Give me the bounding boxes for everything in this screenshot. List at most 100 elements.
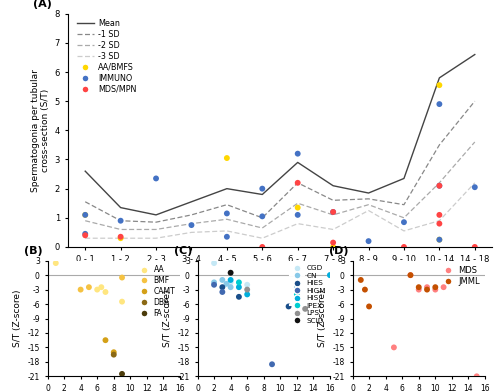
- Point: [415, 284, 423, 290]
- Point: [152, 175, 160, 181]
- Point: [218, 277, 226, 283]
- Point: [210, 281, 218, 288]
- Legend: CGD, CN, HIES, HIGM, HIS, IPEX, LPS, SCID: CGD, CN, HIES, HIGM, HIS, IPEX, LPS, SCI…: [289, 264, 327, 324]
- Point: [210, 260, 218, 266]
- Point: [243, 291, 251, 298]
- Point: [223, 234, 231, 240]
- Point: [210, 279, 218, 285]
- Point: [436, 221, 444, 227]
- Point: [81, 212, 89, 218]
- Point: [235, 294, 243, 300]
- Point: [326, 272, 334, 278]
- Point: [116, 218, 124, 224]
- Point: [85, 284, 93, 290]
- Point: [357, 277, 365, 283]
- Point: [258, 185, 266, 192]
- Point: [400, 244, 408, 250]
- Point: [364, 238, 372, 244]
- Point: [118, 274, 126, 281]
- Point: [218, 289, 226, 295]
- Point: [284, 303, 292, 310]
- Point: [218, 284, 226, 290]
- Point: [226, 284, 234, 290]
- Point: [436, 82, 444, 88]
- Point: [268, 361, 276, 367]
- Text: (B): (B): [24, 246, 42, 256]
- Point: [423, 287, 431, 293]
- Point: [326, 272, 334, 278]
- Point: [98, 284, 106, 290]
- Point: [222, 281, 230, 287]
- Point: [301, 306, 309, 312]
- Point: [365, 303, 373, 310]
- Point: [102, 289, 110, 295]
- Point: [118, 298, 126, 305]
- Point: [436, 236, 444, 243]
- Point: [110, 349, 118, 356]
- Point: [226, 277, 234, 283]
- Point: [329, 209, 337, 215]
- Point: [436, 236, 444, 243]
- Point: [226, 270, 234, 276]
- Y-axis label: S/T (Z-score): S/T (Z-score): [318, 290, 327, 347]
- Point: [329, 240, 337, 246]
- Point: [81, 231, 89, 237]
- Point: [293, 291, 301, 298]
- Point: [471, 184, 479, 191]
- Point: [436, 212, 444, 218]
- Point: [406, 272, 414, 278]
- Point: [415, 287, 423, 293]
- Text: (A): (A): [34, 0, 52, 9]
- Point: [293, 272, 301, 278]
- Point: [76, 287, 84, 293]
- Point: [110, 352, 118, 358]
- Point: [294, 205, 302, 211]
- Point: [436, 183, 444, 189]
- Text: (D): (D): [328, 246, 348, 256]
- Y-axis label: S/T (Z-score): S/T (Z-score): [13, 290, 22, 347]
- Point: [258, 213, 266, 220]
- Point: [423, 284, 431, 290]
- Point: [432, 284, 440, 290]
- Point: [436, 183, 444, 189]
- Point: [294, 212, 302, 218]
- Point: [400, 219, 408, 225]
- Point: [329, 209, 337, 215]
- Point: [243, 281, 251, 288]
- Point: [293, 284, 301, 290]
- Point: [294, 180, 302, 186]
- Point: [472, 373, 480, 379]
- Point: [471, 244, 479, 250]
- Point: [116, 235, 124, 241]
- Y-axis label: Spermatogonia per tubular
cross-section (S/T): Spermatogonia per tubular cross-section …: [31, 69, 50, 192]
- Point: [102, 337, 110, 343]
- Legend: AA, BMF, CAMT, DBA, FA: AA, BMF, CAMT, DBA, FA: [136, 265, 176, 319]
- Point: [116, 234, 124, 240]
- Point: [118, 371, 126, 377]
- Point: [406, 272, 414, 278]
- Legend: MDS, JMML: MDS, JMML: [438, 265, 481, 287]
- Point: [432, 287, 440, 293]
- Point: [258, 244, 266, 250]
- Text: (C): (C): [174, 246, 192, 256]
- Point: [294, 151, 302, 157]
- Legend: Mean, -1 SD, -2 SD, -3 SD, AA/BMFS, IMMUNO, MDS/MPN: Mean, -1 SD, -2 SD, -3 SD, AA/BMFS, IMMU…: [76, 18, 138, 94]
- Point: [93, 287, 101, 293]
- Y-axis label: S/T (Z-score): S/T (Z-score): [163, 290, 172, 347]
- X-axis label: Age group (years): Age group (years): [240, 269, 320, 278]
- Point: [329, 244, 337, 250]
- Point: [226, 279, 234, 285]
- Point: [81, 232, 89, 238]
- Point: [223, 210, 231, 216]
- Point: [243, 287, 251, 293]
- Point: [235, 284, 243, 290]
- Point: [235, 279, 243, 285]
- Point: [223, 155, 231, 161]
- Point: [436, 101, 444, 107]
- Point: [81, 212, 89, 218]
- Point: [52, 260, 60, 266]
- Point: [440, 284, 448, 290]
- Point: [361, 287, 369, 293]
- Point: [188, 222, 196, 228]
- Point: [390, 344, 398, 350]
